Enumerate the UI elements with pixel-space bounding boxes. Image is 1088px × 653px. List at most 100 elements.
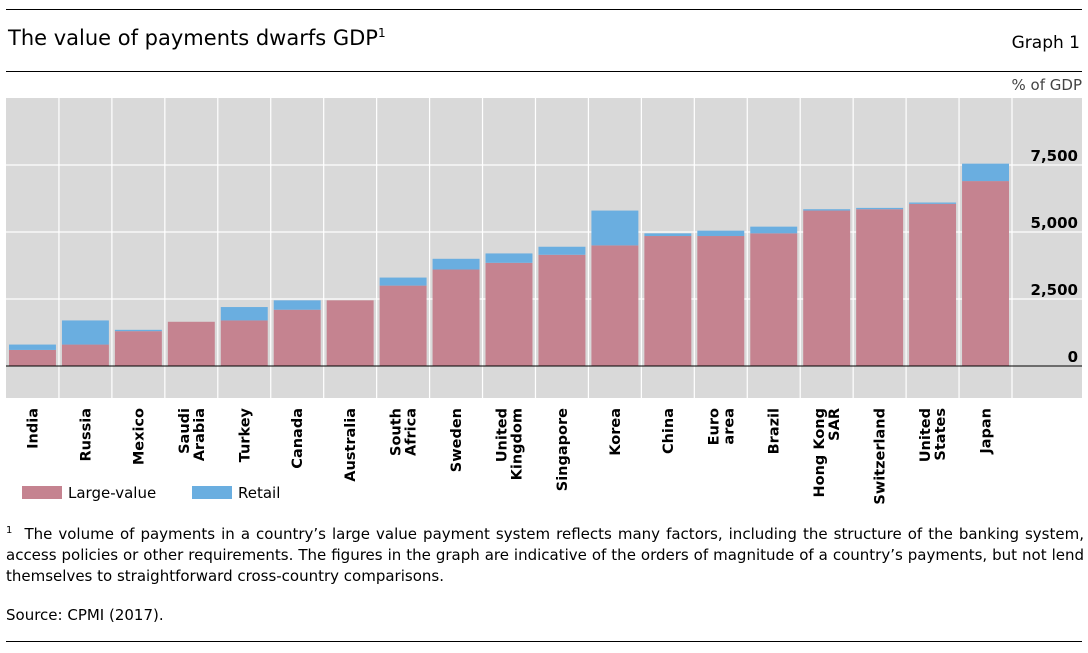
bar-retail bbox=[485, 253, 533, 263]
x-tick-label-line: Switzerland bbox=[873, 408, 889, 505]
title-footnote-marker: 1 bbox=[377, 26, 386, 40]
x-tick-label-line: Euro bbox=[706, 408, 722, 445]
x-tick-label-line: Saudi bbox=[177, 408, 193, 454]
legend-item: Retail bbox=[192, 484, 280, 502]
bar-large-value bbox=[750, 233, 798, 366]
source-note: Source: CPMI (2017). bbox=[6, 606, 164, 624]
y-tick-label: 7,500 bbox=[1031, 147, 1078, 165]
bar-retail bbox=[379, 277, 427, 286]
x-tick-label-line: South bbox=[389, 408, 405, 456]
bar-large-value bbox=[61, 344, 109, 366]
x-tick-label-line: Korea bbox=[608, 408, 624, 456]
chart-title-text: The value of payments dwarfs GDP bbox=[8, 26, 378, 50]
bar-retail bbox=[591, 210, 639, 246]
bar-large-value bbox=[962, 181, 1009, 366]
bar-retail bbox=[538, 246, 586, 255]
x-tick-label: Hong Kong SAR bbox=[812, 408, 843, 498]
x-tick-label: Singapore bbox=[555, 408, 571, 491]
bar-retail bbox=[856, 207, 904, 210]
x-tick-label-line: Sweden bbox=[449, 408, 465, 472]
graph-number-label: Graph 1 bbox=[1011, 33, 1080, 53]
legend-label: Retail bbox=[238, 484, 280, 502]
bar-large-value bbox=[9, 349, 56, 366]
x-tick-label: United Kingdom bbox=[495, 408, 526, 480]
bottom-rule bbox=[6, 641, 1082, 642]
bar-retail bbox=[750, 226, 798, 234]
x-tick-label-line: India bbox=[25, 408, 41, 449]
x-tick-label-line: United bbox=[918, 408, 934, 462]
x-tick-label-line: area bbox=[721, 408, 737, 445]
bar-large-value bbox=[379, 285, 427, 366]
x-tick-label: China bbox=[661, 408, 677, 454]
footnote: 1 The volume of payments in a country’s … bbox=[6, 520, 1084, 587]
x-tick-label: Australia bbox=[343, 408, 359, 482]
bar-large-value bbox=[432, 269, 480, 366]
y-axis-unit-label: % of GDP bbox=[1011, 76, 1082, 94]
bar-retail bbox=[803, 209, 851, 211]
x-tick-label-line: United bbox=[495, 408, 511, 462]
bar-retail bbox=[962, 163, 1009, 182]
bar-retail bbox=[114, 329, 162, 332]
chart-area: 0 2,500 5,000 7,500 India Russia Mexico Saudi Ar… bbox=[6, 98, 1082, 505]
bar-large-value bbox=[220, 320, 268, 366]
bar-retail bbox=[697, 230, 745, 237]
top-rule bbox=[6, 9, 1082, 10]
bar-retail bbox=[9, 344, 56, 350]
x-tick-label: United States bbox=[918, 408, 949, 462]
x-tick-label: Japan bbox=[979, 408, 995, 455]
x-tick-label: Turkey bbox=[237, 407, 253, 462]
y-tick-label: 2,500 bbox=[1031, 281, 1078, 299]
bar-large-value bbox=[591, 245, 639, 366]
bar-retail bbox=[644, 233, 692, 237]
x-tick-label-line: Brazil bbox=[767, 408, 783, 454]
x-tick-label-line: Africa bbox=[404, 408, 420, 456]
bar-retail bbox=[909, 202, 957, 204]
bar-large-value bbox=[114, 331, 162, 366]
bar-large-value bbox=[273, 309, 321, 366]
x-tick-label: Korea bbox=[608, 408, 624, 456]
x-tick-label-line: Turkey bbox=[237, 407, 253, 462]
bar-retail bbox=[432, 258, 480, 270]
bar-large-value bbox=[909, 203, 957, 366]
x-tick-label: Saudi Arabia bbox=[177, 408, 208, 461]
x-tick-label-line: Arabia bbox=[192, 408, 208, 461]
x-tick-label: Mexico bbox=[131, 408, 147, 465]
x-tick-label-line: Kingdom bbox=[510, 408, 526, 480]
footnote-marker: 1 bbox=[6, 525, 13, 536]
bar-large-value bbox=[803, 210, 851, 366]
bar-large-value bbox=[697, 236, 745, 366]
bar-large-value bbox=[856, 209, 904, 366]
bar-large-value bbox=[538, 254, 586, 366]
bar-large-value bbox=[167, 321, 215, 366]
x-tick-label-line: Russia bbox=[78, 408, 94, 462]
bar-retail bbox=[220, 307, 268, 321]
x-tick-label: Euro area bbox=[706, 408, 737, 445]
bar-retail bbox=[61, 320, 109, 345]
x-tick-label: Switzerland bbox=[873, 408, 889, 505]
bar-large-value bbox=[485, 262, 533, 366]
x-tick-label-line: Japan bbox=[979, 408, 995, 455]
x-tick-label-line: Australia bbox=[343, 408, 359, 482]
legend-label: Large-value bbox=[68, 484, 156, 502]
legend-swatch bbox=[22, 486, 62, 499]
x-tick-label-line: Canada bbox=[290, 408, 306, 469]
x-tick-label-line: SAR bbox=[827, 408, 843, 441]
y-tick-label: 0 bbox=[1068, 348, 1078, 366]
bar-large-value bbox=[644, 236, 692, 366]
bar-large-value bbox=[326, 300, 374, 366]
x-tick-label-line: Hong Kong bbox=[812, 408, 828, 498]
title-rule bbox=[6, 71, 1082, 72]
legend-swatch bbox=[192, 486, 232, 499]
x-tick-label-line: Mexico bbox=[131, 408, 147, 465]
x-tick-label-line: China bbox=[661, 408, 677, 454]
y-tick-label: 5,000 bbox=[1031, 214, 1078, 232]
x-tick-label: Brazil bbox=[767, 408, 783, 454]
x-tick-label: Canada bbox=[290, 408, 306, 469]
x-tick-label: South Africa bbox=[389, 408, 420, 456]
footnote-text: The volume of payments in a country’s la… bbox=[6, 525, 1084, 585]
x-tick-label-line: States bbox=[933, 408, 949, 461]
x-tick-label-line: Singapore bbox=[555, 408, 571, 491]
x-tick-label: India bbox=[25, 408, 41, 449]
legend-item: Large-value bbox=[22, 484, 156, 502]
chart-title: The value of payments dwarfs GDP1 bbox=[8, 26, 386, 50]
